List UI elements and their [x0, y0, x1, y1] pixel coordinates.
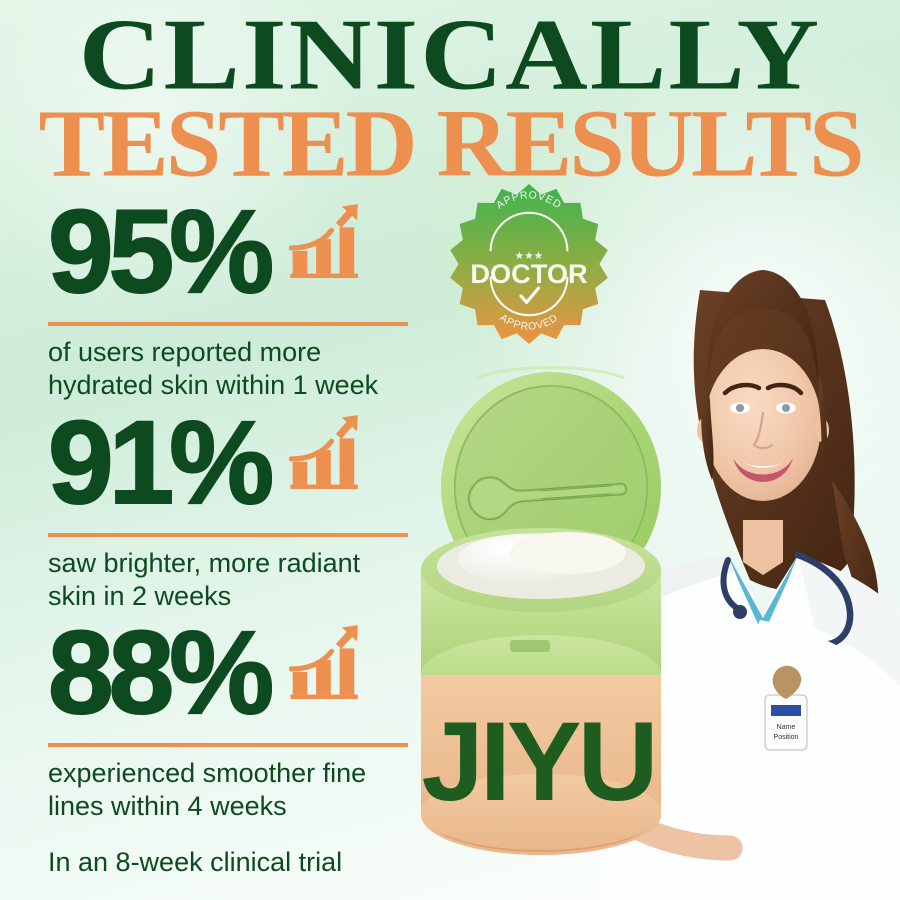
svg-text:JIYU: JIYU	[422, 699, 655, 824]
svg-text:DOCTOR: DOCTOR	[470, 258, 588, 289]
svg-text:Name: Name	[777, 724, 796, 731]
svg-text:Position: Position	[774, 734, 799, 741]
